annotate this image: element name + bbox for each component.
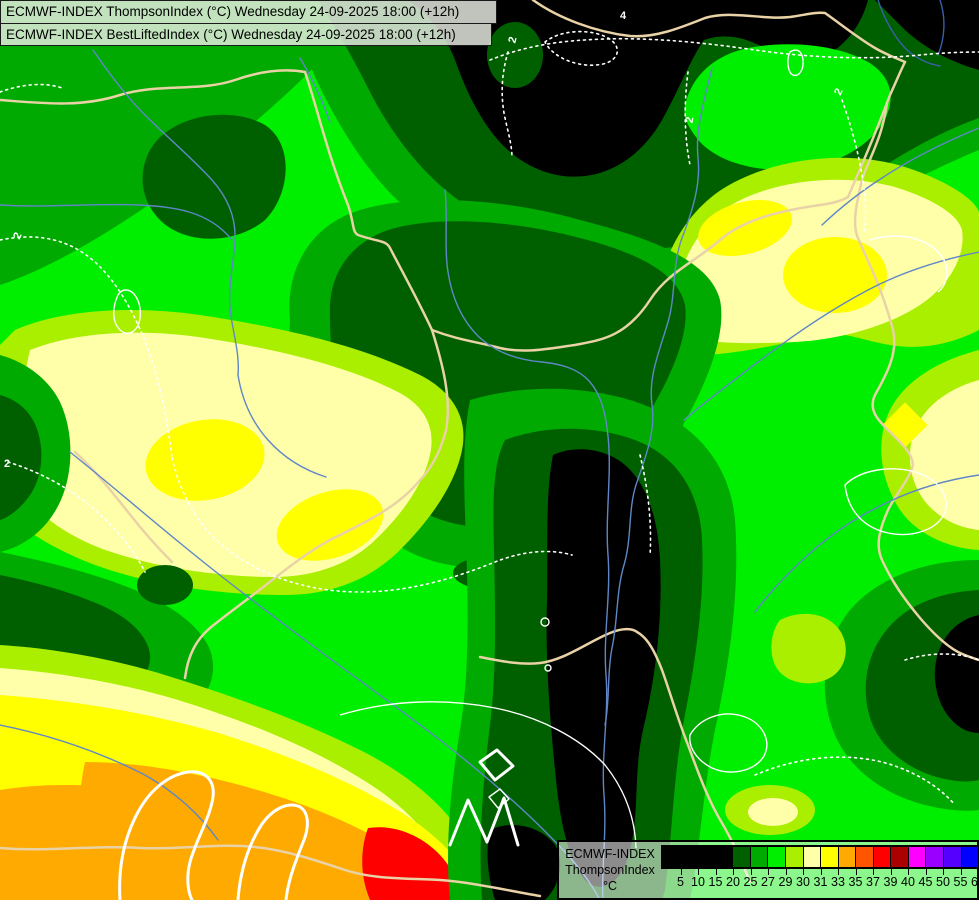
legend-tick: [960, 869, 962, 875]
legend-tick: [855, 869, 857, 875]
contour-value-label: 2: [3, 458, 11, 470]
legend-tick-label: 27: [761, 875, 775, 889]
legend-colorbar: [661, 845, 979, 869]
region-right-paleyellow: [654, 157, 979, 355]
legend-tick-label: 30: [796, 875, 810, 889]
legend-tick-label: 39: [883, 875, 898, 889]
legend-cell: [855, 847, 873, 867]
legend-title: ECMWF-INDEX: [565, 847, 655, 861]
legend-tick: [698, 869, 699, 875]
legend-tick: [873, 869, 874, 875]
legend-tick: [680, 869, 682, 875]
legend-tick-label: 31: [813, 875, 828, 889]
legend-cell: [802, 847, 821, 867]
region-left-paleyellow: [0, 310, 464, 595]
legend-tick-label: 29: [778, 875, 793, 889]
white-contours: [113, 49, 948, 900]
legend-tick: [715, 869, 717, 875]
legend-cell: [907, 847, 926, 867]
header-line-bestlifted-index: ECMWF-INDEX BestLiftedIndex (°C) Wednesd…: [0, 23, 492, 46]
legend-cell: [784, 847, 803, 867]
legend-tick-label: 50: [936, 875, 950, 889]
legend-tick-label: 5: [677, 875, 684, 889]
legend-subtitle: ThompsonIndex: [565, 863, 655, 877]
legend-tick: [890, 869, 892, 875]
legend-cell: [960, 847, 979, 867]
dotted-contours: [0, 30, 979, 806]
legend-tick: [750, 869, 752, 875]
legend-tick: [803, 869, 804, 875]
legend-tick-label: 55: [953, 875, 968, 889]
legend-cell: [749, 847, 768, 867]
legend-tick-label: 15: [708, 875, 723, 889]
legend-tick-label: 37: [866, 875, 880, 889]
legend-cell: [890, 847, 908, 867]
legend-cell: [943, 847, 961, 867]
legend-tick: [785, 869, 787, 875]
legend-tick-label: 20: [726, 875, 740, 889]
legend-panel: ECMWF-INDEX ThompsonIndex °C 5 10 15 20 25 27…: [557, 840, 979, 900]
legend-tick: [838, 869, 839, 875]
region-top-band: [300, 0, 979, 277]
legend-cell: [925, 847, 943, 867]
legend-tick-label: 33: [831, 875, 845, 889]
region-lower-black: [448, 388, 737, 900]
region-bottomleft-warm: [0, 645, 482, 900]
legend-tick-label: 10: [691, 875, 705, 889]
legend-tick: [733, 869, 734, 875]
legend-cell: [663, 847, 680, 867]
legend-text-block: ECMWF-INDEX ThompsonIndex °C: [559, 842, 661, 898]
contour-value-label: 4: [619, 10, 627, 22]
legend-tick-label: 35: [848, 875, 863, 889]
legend-cell: [837, 847, 856, 867]
legend-cell: [872, 847, 891, 867]
legend-tick-label: 60: [971, 875, 979, 889]
legend-cell: [767, 847, 785, 867]
legend-tick: [925, 869, 927, 875]
legend-tick-label: 40: [901, 875, 915, 889]
legend-tick: [943, 869, 944, 875]
legend-tick: [768, 869, 769, 875]
legend-tick: [820, 869, 822, 875]
region-bottomright-dark: [725, 560, 979, 835]
legend-cell: [714, 847, 733, 867]
legend-tick-label: 25: [743, 875, 758, 889]
legend-tick-label: 45: [918, 875, 933, 889]
legend-cell: [679, 847, 698, 867]
legend-unit: °C: [602, 879, 618, 893]
header-line-thompson-index: ECMWF-INDEX ThompsonIndex (°C) Wednesday…: [0, 0, 497, 24]
legend-tick: [908, 869, 909, 875]
legend-cell: [732, 847, 750, 867]
legend-cell: [820, 847, 838, 867]
legend-cell: [697, 847, 715, 867]
